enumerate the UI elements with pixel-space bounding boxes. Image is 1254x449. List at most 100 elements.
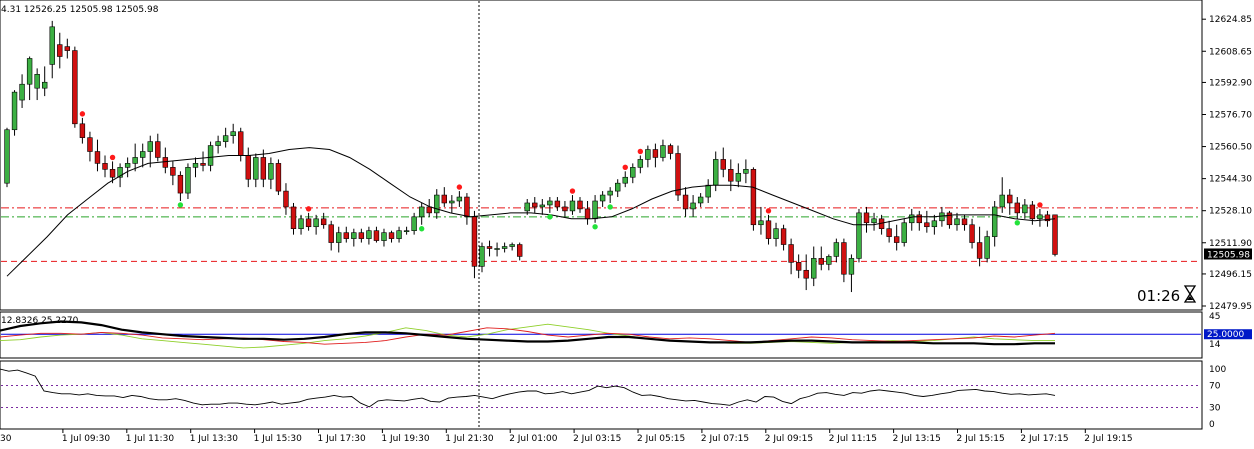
price-tick-label: 12511.90 (1209, 239, 1252, 249)
candle-body-bear (667, 145, 674, 154)
candle-body-bull (456, 196, 463, 202)
moving-average-line (6, 147, 1056, 277)
candle-body-bull (1022, 204, 1028, 214)
candle-body-bull (901, 222, 907, 243)
main-info-text: 4.31 12526.25 12505.98 12505.98 (1, 5, 159, 15)
candle-body-bear (818, 258, 824, 265)
candle-body-bear (1044, 214, 1051, 222)
candle (19, 74, 25, 108)
price-axis[interactable]: 12624.85 12608.65 12592.90 12576.70 12560.50… (1202, 15, 1252, 312)
candle (931, 214, 938, 235)
countdown-timer: 01:26 (1137, 287, 1180, 305)
candle (230, 123, 236, 144)
candle-body-bull (645, 149, 651, 160)
candle-body-bear (79, 123, 86, 138)
candle-body-bear (969, 224, 975, 243)
candle (924, 210, 930, 233)
time-axis[interactable]: 30 1 Jul 09:30 1 Jul 11:30 1 Jul 13:30 1 Jul… (0, 429, 1133, 444)
candle (396, 226, 402, 243)
candle (177, 171, 184, 201)
candle-body-bear (652, 149, 659, 158)
price-tick-label: 12624.85 (1209, 15, 1252, 25)
candle-body-bull (984, 236, 990, 259)
candle-body-bull (833, 242, 840, 257)
candle (49, 20, 55, 79)
candle-body-bear (373, 230, 380, 241)
time-tick-label: 1 Jul 09:30 (62, 434, 111, 444)
candle-body-bear (283, 190, 289, 208)
candle-body-bear (177, 174, 184, 194)
candle-body-bear (64, 46, 71, 51)
time-tick-label: 2 Jul 11:15 (829, 434, 877, 444)
signal-dots (79, 111, 1043, 232)
candle-body-bear (109, 169, 116, 178)
candle-body-bear (486, 246, 493, 249)
candle (313, 214, 319, 235)
time-tick-label: 2 Jul 07:15 (701, 434, 749, 444)
rsi-panel-border (0, 360, 1203, 430)
candle (434, 189, 440, 219)
candle (109, 161, 116, 184)
candle-body-bull (298, 218, 304, 230)
candle-body-bear (750, 169, 757, 226)
candle (758, 206, 764, 235)
candles (4, 20, 1058, 293)
candle (969, 218, 975, 249)
adx-panel[interactable]: 12.8326 25.2270 452514 25.0000 (0, 311, 1252, 359)
current-price-label: 12505.98 (1207, 250, 1250, 260)
candle (795, 254, 802, 279)
candle-body-bull (396, 230, 402, 239)
hourglass-icon (1183, 285, 1197, 303)
candle (720, 147, 726, 178)
candle (1052, 214, 1058, 257)
candle-body-bear (200, 163, 206, 166)
candle-body-bull (999, 194, 1005, 208)
candle-body-bear (788, 244, 794, 263)
candle (547, 197, 553, 213)
signal-dot-green (607, 204, 613, 210)
candle-body-bear (358, 232, 365, 239)
rsi-panel[interactable]: 100 70 30 0 (0, 360, 1226, 430)
main-panel[interactable]: 4.31 12526.25 12505.98 12505.98 01:26 (0, 0, 1203, 311)
candle (735, 163, 742, 188)
candle-body-bear (343, 232, 349, 239)
candle-body-bull (381, 232, 387, 241)
candle (456, 191, 463, 207)
rsi-tick-label: 70 (1209, 382, 1221, 392)
candle-body-bear (170, 167, 176, 176)
candle (64, 38, 71, 59)
candle-body-bull (826, 256, 832, 265)
candle-body-bull (592, 200, 598, 220)
candle (532, 197, 538, 213)
candle-body-bear (1052, 214, 1058, 255)
candle-body-bull (494, 248, 500, 250)
time-tick-label: 2 Jul 03:15 (573, 434, 621, 444)
time-tick-label: 1 Jul 15:30 (254, 434, 303, 444)
candle (41, 66, 48, 97)
candle (939, 206, 945, 227)
rsi-line (0, 368, 1056, 408)
candle-body-bear (728, 169, 734, 182)
candle (682, 187, 689, 217)
candle (155, 133, 161, 162)
candle-body-bull (230, 131, 236, 136)
candle (132, 143, 138, 172)
candle-body-bull (991, 206, 998, 237)
candle (260, 149, 267, 188)
main-panel-border (0, 0, 1203, 311)
candle (803, 254, 809, 291)
adx-level-box (1204, 329, 1252, 340)
candle (26, 56, 33, 101)
candle (811, 246, 817, 287)
candle (358, 228, 365, 243)
signal-dot-red (622, 164, 628, 171)
candle (607, 187, 613, 203)
candle-body-bear (245, 155, 251, 180)
candle-body-bear (1029, 204, 1036, 220)
candle (486, 240, 493, 257)
candle (630, 163, 636, 184)
adx-panel-border (0, 311, 1203, 359)
signal-dot-red (79, 111, 86, 117)
candle-body-bear (584, 208, 591, 220)
